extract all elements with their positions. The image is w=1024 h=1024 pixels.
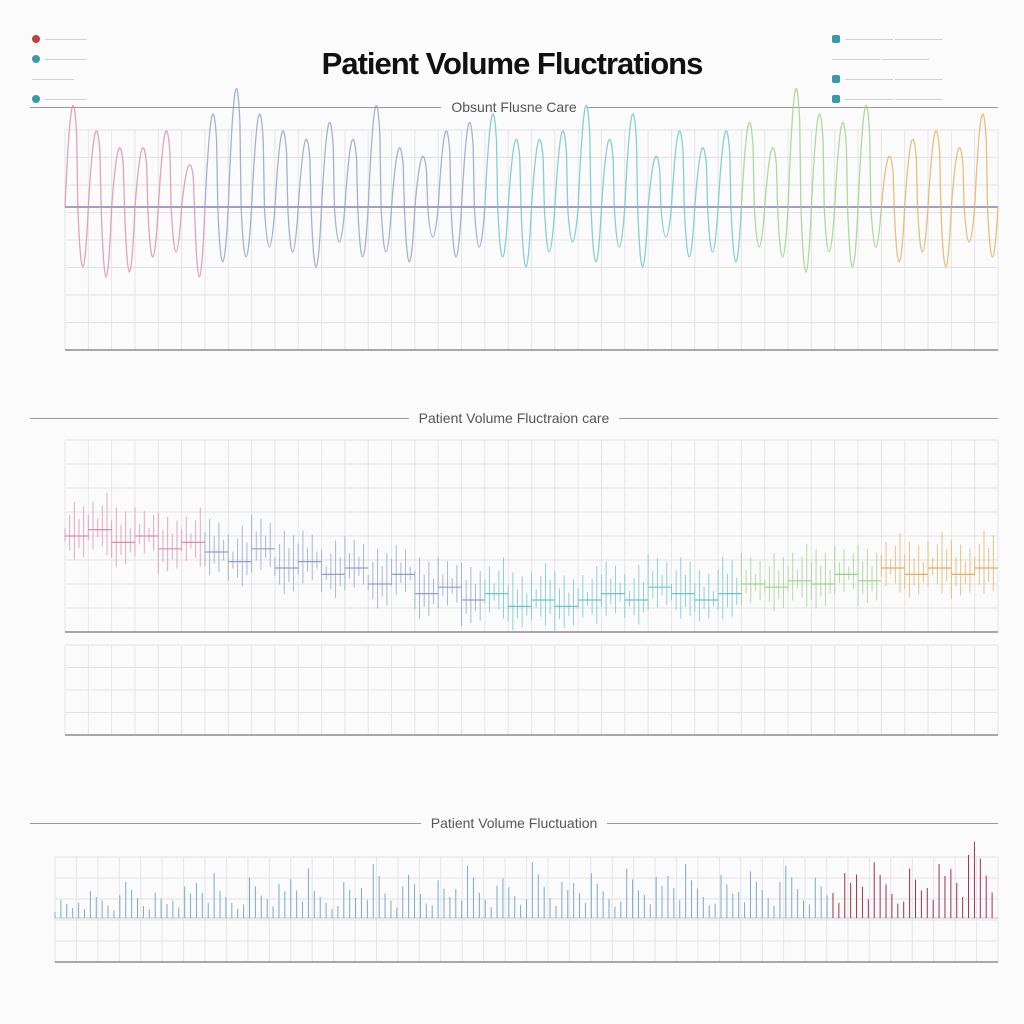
chart1-series-segment bbox=[460, 122, 486, 248]
chart1-series-segment bbox=[414, 155, 439, 238]
chart1-series-segment bbox=[87, 130, 113, 278]
chart1-series-segment bbox=[437, 130, 463, 258]
chart1-series-segment bbox=[530, 138, 556, 253]
chart3-title: Patient Volume Fluctuation bbox=[430, 815, 598, 831]
chart1-series-segment bbox=[764, 147, 789, 258]
legend-right: ———————— ———————— ———————— ———————— ——————… bbox=[832, 35, 943, 104]
chart1-series-segment bbox=[974, 113, 999, 258]
chart1-series-segment bbox=[344, 138, 369, 258]
chart1-series-segment bbox=[647, 155, 673, 238]
chart1-series-segment bbox=[180, 164, 206, 278]
chart1-series-segment bbox=[834, 122, 859, 268]
chart1-series-segment bbox=[507, 138, 533, 268]
chart1-series-segment bbox=[111, 147, 136, 273]
chart2-header: Patient Volume Fluctraion care bbox=[30, 408, 998, 428]
chart1-series-segment bbox=[320, 122, 346, 243]
main-title: Patient Volume Fluctrations bbox=[321, 46, 704, 81]
chart1-series-segment bbox=[694, 147, 719, 253]
chart1-series-segment bbox=[157, 130, 183, 253]
chart1-series-segment bbox=[624, 113, 649, 268]
chart1-series-segment bbox=[787, 88, 813, 273]
chart1-series-segment bbox=[390, 147, 416, 263]
chart1-series-segment bbox=[577, 104, 603, 263]
chart1-series-segment bbox=[600, 138, 626, 248]
chart1-series-segment bbox=[950, 147, 976, 243]
chart2-title: Patient Volume Fluctraion care bbox=[418, 410, 610, 426]
legend-left: ——————— ——————— ——————— ——————— bbox=[32, 35, 87, 104]
chart1-series-segment bbox=[250, 113, 276, 248]
chart1-series-segment bbox=[880, 155, 906, 263]
chart1-series-segment bbox=[554, 130, 579, 243]
chart1-series-segment bbox=[204, 113, 229, 263]
chart1-series-segment bbox=[134, 147, 159, 258]
chart1-series-segment bbox=[274, 130, 299, 253]
chart3-header: Patient Volume Fluctuation bbox=[30, 813, 999, 833]
chart1-series-segment bbox=[717, 130, 743, 263]
chart1-series-segment bbox=[227, 88, 253, 258]
chart1-series-segment bbox=[484, 113, 509, 258]
chart1-series-segment bbox=[810, 113, 836, 253]
chart1-series-segment bbox=[740, 122, 766, 248]
chart1-series-segment bbox=[367, 104, 393, 253]
chart1-series-segment bbox=[904, 138, 929, 253]
chart1-series-segment bbox=[64, 104, 89, 268]
chart1-header: Obsunt Flusne Care bbox=[30, 97, 999, 117]
chart1-series-segment bbox=[297, 138, 323, 268]
chart1-series-segment bbox=[857, 104, 883, 248]
chart1-title: Obsunt Flusne Care bbox=[451, 99, 577, 115]
chart1-series-segment bbox=[670, 130, 696, 258]
chart1-series-segment bbox=[927, 130, 952, 268]
